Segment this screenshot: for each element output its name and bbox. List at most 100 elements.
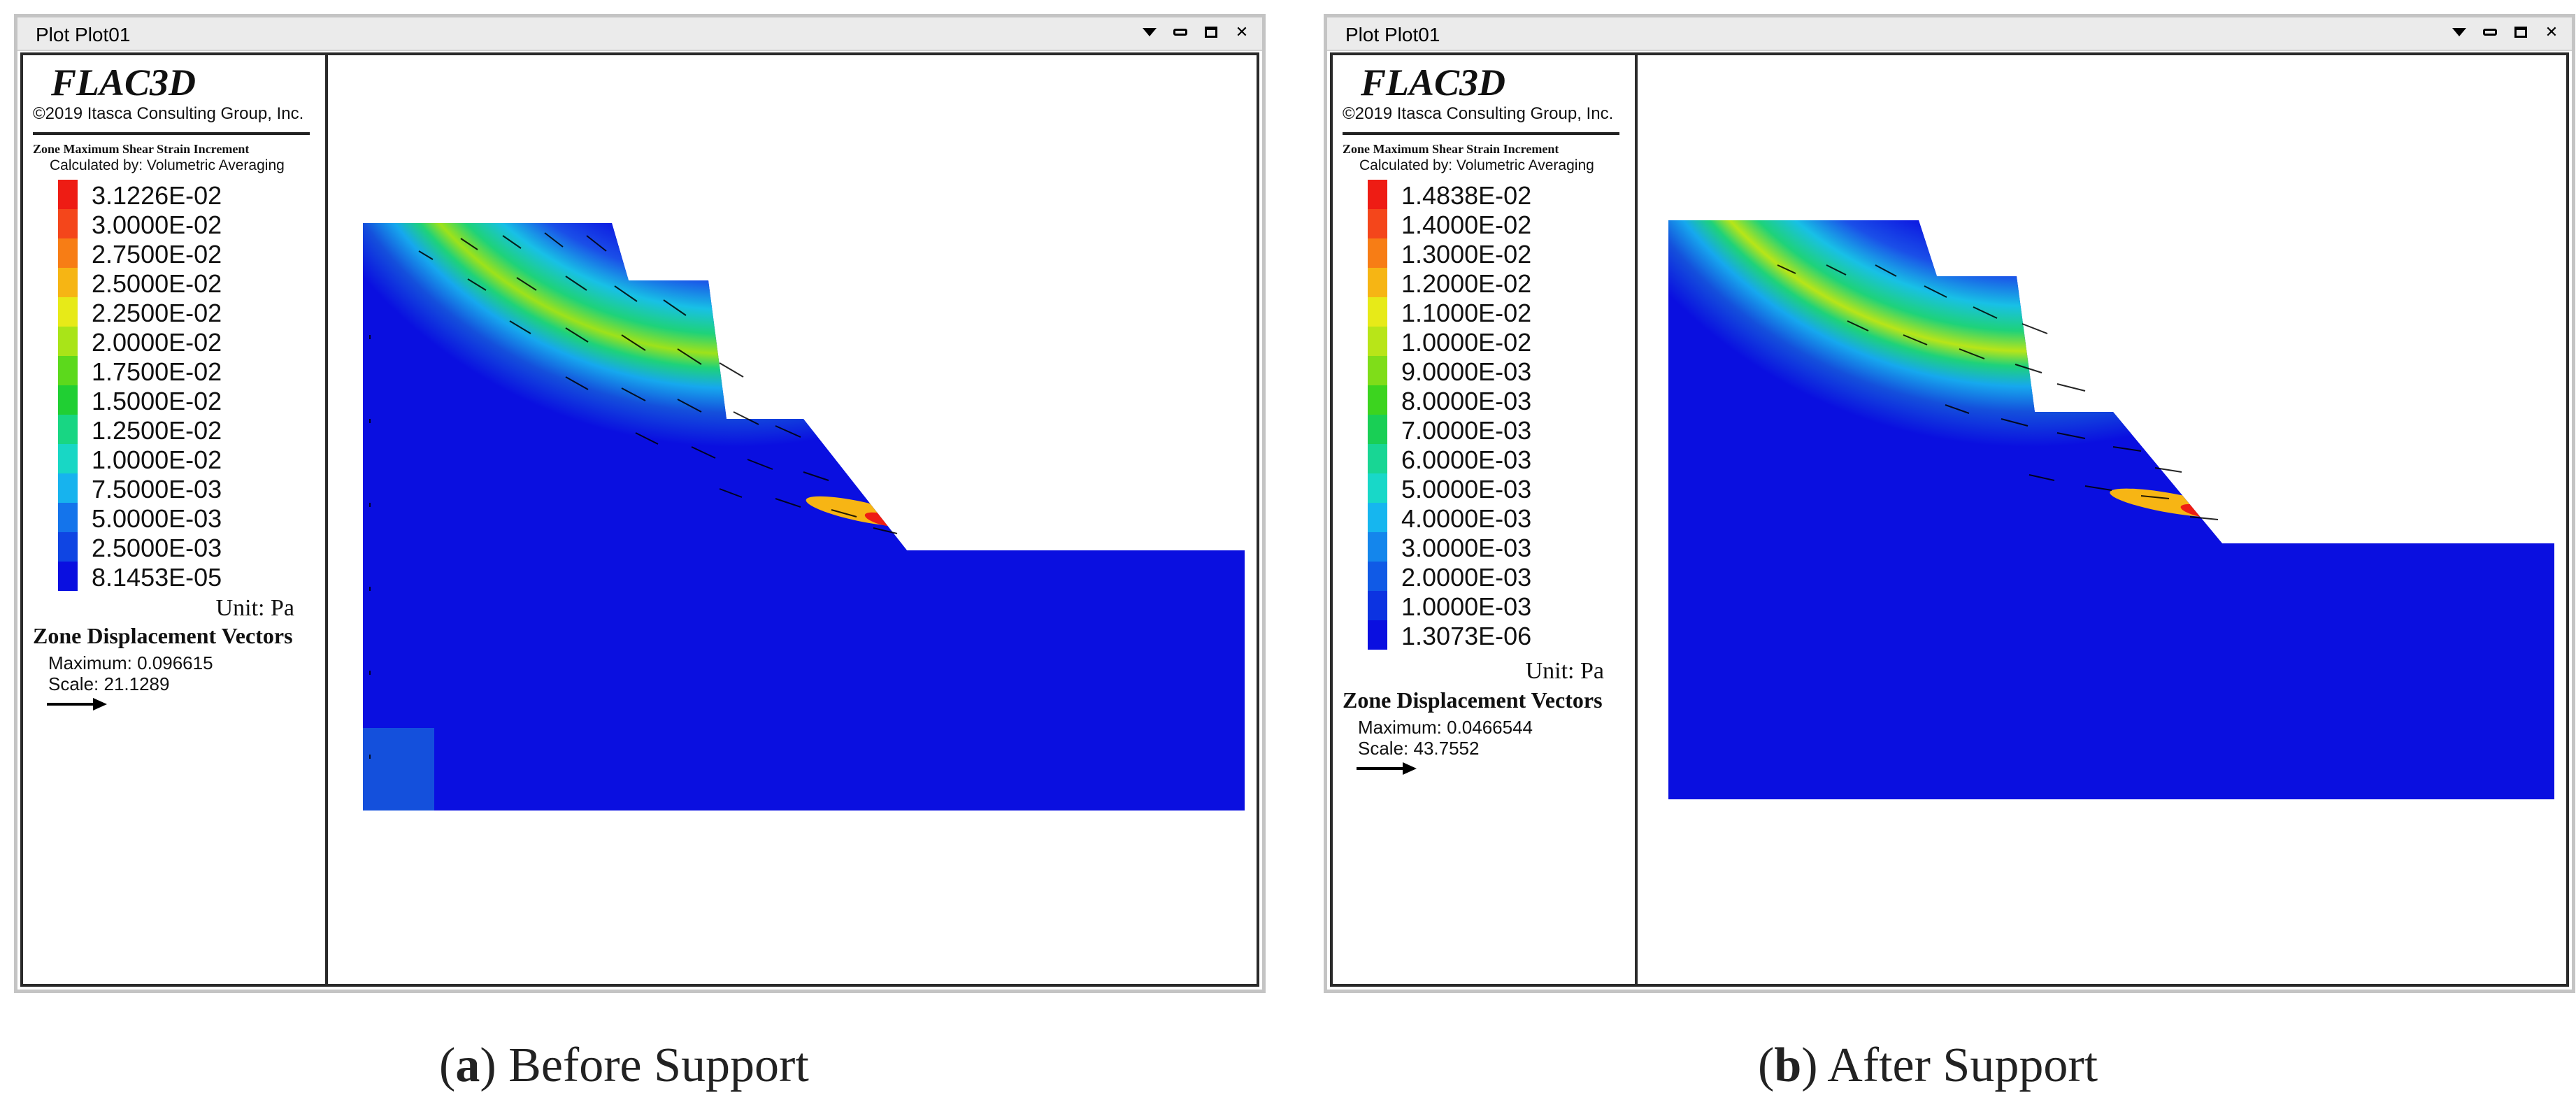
vectors-scale: Scale: 21.1289 [48, 673, 170, 694]
scale-label: 1.2000E-02 [1401, 269, 1532, 298]
scale-swatch [58, 238, 78, 268]
scale-swatch [1368, 415, 1387, 444]
scale-swatch [1368, 473, 1387, 503]
model-viewport[interactable] [1638, 55, 2566, 984]
scale-label: 3.0000E-02 [92, 210, 222, 239]
plot-content: FLAC3D ©2019 Itasca Consulting Group, In… [20, 52, 1259, 987]
plot-window-before: Plot Plot01 ✕ FLAC3D ©2019 Itasca Consul… [14, 14, 1266, 993]
calculated-by: Calculated by: Volumetric Averaging [1359, 157, 1594, 173]
scale-label: 2.2500E-02 [92, 299, 222, 327]
scale-swatch [58, 444, 78, 473]
scale-label: 1.3073E-06 [1401, 622, 1532, 650]
scale-swatch [1368, 180, 1387, 209]
scale-label: 1.0000E-02 [92, 445, 222, 474]
scale-label: 2.0000E-03 [1401, 563, 1532, 592]
scale-swatch [58, 268, 78, 297]
scale-label: 6.0000E-03 [1401, 445, 1532, 474]
vector-scale-arrow-icon [47, 698, 107, 710]
scale-swatch [1368, 268, 1387, 297]
vector-scale-arrow-icon [1357, 762, 1417, 775]
scale-label: 7.5000E-03 [92, 475, 222, 504]
brand-title: FLAC3D [1361, 62, 1506, 103]
unit-label: Unit: Pa [1525, 658, 1604, 684]
scale-swatch [58, 180, 78, 209]
vectors-title: Zone Displacement Vectors [33, 623, 293, 648]
scale-swatch [58, 473, 78, 503]
legend-panel: FLAC3D ©2019 Itasca Consulting Group, In… [23, 55, 328, 984]
window-titlebar[interactable]: Plot Plot01 ✕ [17, 17, 1262, 51]
scale-label: 1.0000E-03 [1401, 592, 1532, 621]
scale-swatch [58, 532, 78, 562]
scale-swatch [1368, 620, 1387, 650]
scale-label: 8.0000E-03 [1401, 387, 1532, 415]
scale-label: 8.1453E-05 [92, 563, 222, 592]
scale-label: 3.0000E-03 [1401, 534, 1532, 562]
restore-icon[interactable] [1170, 22, 1191, 43]
model-viewport[interactable] [328, 55, 1257, 984]
scale-label: 3.1226E-02 [92, 181, 222, 210]
scale-label: 7.0000E-03 [1401, 416, 1532, 445]
scale-label: 9.0000E-03 [1401, 357, 1532, 386]
scale-label: 1.7500E-02 [92, 357, 222, 386]
dropdown-icon[interactable] [1139, 22, 1160, 43]
scale-label: 1.4838E-02 [1401, 181, 1532, 210]
scale-label: 5.0000E-03 [1401, 475, 1532, 504]
scale-swatch [1368, 503, 1387, 532]
vectors-scale: Scale: 43.7552 [1358, 738, 1480, 759]
plot-content: FLAC3D ©2019 Itasca Consulting Group, In… [1330, 52, 2569, 987]
scale-swatch [58, 415, 78, 444]
dropdown-icon[interactable] [2449, 22, 2470, 43]
close-icon[interactable]: ✕ [2545, 23, 2559, 41]
scale-swatch [58, 209, 78, 238]
scale-swatch [1368, 385, 1387, 415]
scale-label: 2.5000E-02 [92, 269, 222, 298]
scale-label: 1.2500E-02 [92, 416, 222, 445]
scale-label: 4.0000E-03 [1401, 504, 1532, 533]
scale-label: 5.0000E-03 [92, 504, 222, 533]
scale-swatch [1368, 356, 1387, 385]
maximize-icon[interactable] [1201, 22, 1222, 43]
window-titlebar[interactable]: Plot Plot01 ✕ [1327, 17, 2572, 51]
slope-contour [363, 223, 1245, 810]
displacement-vectors [369, 232, 898, 759]
contour-title: Zone Maximum Shear Strain Increment [33, 142, 250, 156]
scale-swatch [58, 297, 78, 327]
scale-swatch [1368, 238, 1387, 268]
scale-label: 1.3000E-02 [1401, 240, 1532, 269]
scale-swatch [1368, 532, 1387, 562]
slope-model [1668, 220, 2554, 799]
scale-swatch [1368, 209, 1387, 238]
scale-label: 1.4000E-02 [1401, 210, 1532, 239]
legend-divider [33, 132, 310, 135]
scale-swatch [58, 562, 78, 591]
scale-swatch [1368, 327, 1387, 356]
caption-a: (a) Before Support [439, 1038, 809, 1092]
plot-window-after: Plot Plot01 ✕ FLAC3D ©2019 Itasca Consul… [1324, 14, 2575, 993]
calculated-by: Calculated by: Volumetric Averaging [50, 157, 285, 173]
maximize-icon[interactable] [2510, 22, 2531, 43]
slope-contour [1668, 220, 2554, 799]
scale-swatch [58, 356, 78, 385]
vectors-title: Zone Displacement Vectors [1343, 687, 1603, 713]
scale-label: 1.5000E-02 [92, 387, 222, 415]
scale-swatch [1368, 444, 1387, 473]
window-title: Plot Plot01 [36, 24, 131, 45]
scale-label: 2.0000E-02 [92, 328, 222, 357]
scale-swatch [1368, 562, 1387, 591]
scale-label: 1.1000E-02 [1401, 299, 1532, 327]
restore-icon[interactable] [2480, 22, 2500, 43]
caption-b: (b) After Support [1758, 1038, 2098, 1092]
scale-swatch [58, 385, 78, 415]
scale-swatch [58, 503, 78, 532]
unit-label: Unit: Pa [215, 595, 294, 621]
scale-swatch [58, 327, 78, 356]
copyright-text: ©2019 Itasca Consulting Group, Inc. [1343, 104, 1614, 123]
scale-label: 2.5000E-03 [92, 534, 222, 562]
slope-model [363, 223, 1245, 810]
contour-title: Zone Maximum Shear Strain Increment [1343, 142, 1559, 156]
window-title: Plot Plot01 [1345, 24, 1440, 45]
close-icon[interactable]: ✕ [1235, 23, 1249, 41]
copyright-text: ©2019 Itasca Consulting Group, Inc. [33, 104, 304, 123]
scale-label: 1.0000E-02 [1401, 328, 1532, 357]
vectors-maximum: Maximum: 0.096615 [48, 652, 213, 673]
